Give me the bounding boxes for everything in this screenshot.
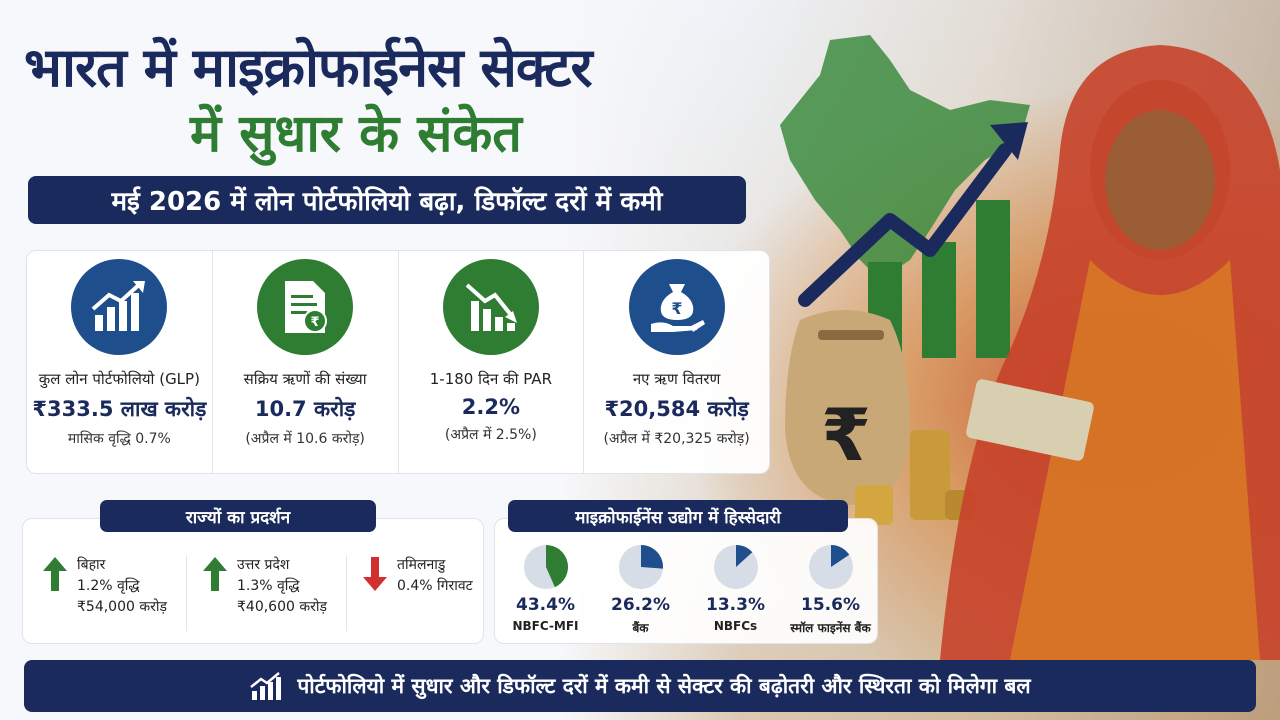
share-item: 43.4% NBFC-MFI [498,543,593,636]
share-pie [618,545,663,589]
state-amount: ₹54,000 करोड़ [77,599,167,615]
woman-with-cash-image [940,45,1280,660]
rupee-sack-icon: ₹ [785,310,910,505]
growth-bars-icon [868,200,1010,358]
state-item-bihar: बिहार 1.2% वृद्धि ₹54,000 करोड़ [37,555,187,631]
share-pie [523,545,568,589]
share-name: बैंक [632,621,649,635]
state-row: बिहार 1.2% वृद्धि ₹54,000 करोड़ उत्तर प्… [37,555,517,631]
growth-chart-icon [71,259,168,355]
kpi-panel: कुल लोन पोर्टफोलियो (GLP) ₹333.5 लाख करो… [26,250,770,474]
kpi-card-active-loans: ₹ सक्रिय ऋणों की संख्या 10.7 करोड़ (अप्र… [213,251,399,473]
states-panel: बिहार 1.2% वृद्धि ₹54,000 करोड़ उत्तर प्… [22,518,484,644]
svg-text:₹: ₹ [311,315,320,330]
svg-text:₹: ₹ [671,299,682,318]
state-change: 1.2% वृद्धि [77,578,140,594]
state-change: 1.3% वृद्धि [237,578,300,594]
kpi-card-disbursement: ₹ नए ऋण वितरण ₹20,584 करोड़ (अप्रैल में … [584,251,769,473]
state-amount: ₹40,600 करोड़ [237,599,327,615]
share-pie [713,545,758,589]
pie-slice [545,545,568,588]
kpi-value: 2.2% [461,395,520,419]
kpi-sub: (अप्रैल में ₹20,325 करोड़) [603,431,750,447]
page-title-line-1: भारत में माइक्रोफाईनेस सेक्टर [24,36,593,99]
share-percent: 15.6% [801,595,860,615]
share-row: 43.4% NBFC-MFI 26.2% बैंक 13.3% NBFCs 15… [498,543,878,636]
state-change: 0.4% गिरावट [397,578,473,594]
india-map-icon [780,35,1030,280]
declining-chart-icon [442,259,539,355]
kpi-label: नए ऋण वितरण [632,370,721,388]
share-pie [808,545,853,589]
pie-slice [735,545,752,567]
kpi-value: 10.7 करोड़ [254,397,356,421]
state-name: उत्तर प्रदेश [237,557,290,573]
growth-chart-icon [250,672,282,700]
kpi-sub: मासिक वृद्धि 0.7% [67,431,171,447]
kpi-value: ₹333.5 लाख करोड़ [32,397,207,421]
state-item-tamil-nadu: तमिलनाडु 0.4% गिरावट [357,555,507,631]
kpi-label: सक्रिय ऋणों की संख्या [243,370,367,388]
state-item-uttar-pradesh: उत्तर प्रदेश 1.3% वृद्धि ₹40,600 करोड़ [197,555,347,631]
kpi-value: ₹20,584 करोड़ [604,397,749,421]
footer-banner: पोर्टफोलियो में सुधार और डिफॉल्ट दरों मे… [24,660,1256,712]
state-name: बिहार [77,557,106,573]
pie-slice [640,545,663,569]
hero-illustration: ₹ [780,35,1280,660]
share-heading: माइक्रोफाईनेंस उद्योग में हिस्सेदारी [508,500,848,532]
kpi-card-par: 1-180 दिन की PAR 2.2% (अप्रैल में 2.5%) [399,251,585,473]
kpi-label: 1-180 दिन की PAR [429,370,552,388]
upward-arrow-icon [798,143,1012,307]
down-arrow-icon [363,557,387,591]
kpi-label: कुल लोन पोर्टफोलियो (GLP) [38,370,200,388]
page-title-line-2: में सुधार के संकेत [190,104,522,164]
money-bag-hand-icon: ₹ [628,259,725,355]
share-item: 15.6% स्मॉल फाइनेंस बैंक [783,543,878,636]
share-percent: 43.4% [516,595,575,615]
up-arrow-icon [203,557,227,591]
kpi-card-glp: कुल लोन पोर्टफोलियो (GLP) ₹333.5 लाख करो… [27,251,213,473]
footer-text: पोर्टफोलियो में सुधार और डिफॉल्ट दरों मे… [297,674,1031,698]
subtitle-banner: मई 2026 में लोन पोर्टफोलियो बढ़ा, डिफॉल्… [28,176,746,224]
pie-slice [830,545,849,567]
share-percent: 13.3% [706,595,765,615]
share-name: NBFCs [713,619,758,633]
kpi-sub: (अप्रैल में 2.5%) [444,427,537,443]
share-percent: 26.2% [611,595,670,615]
up-arrow-icon [43,557,67,591]
kpi-sub: (अप्रैल में 10.6 करोड़) [245,431,365,447]
loan-document-icon: ₹ [257,259,354,355]
share-name: स्मॉल फाइनेंस बैंक [790,621,871,635]
share-item: 13.3% NBFCs [688,543,783,636]
share-name: NBFC-MFI [512,619,579,633]
share-item: 26.2% बैंक [593,543,688,636]
state-name: तमिलनाडु [397,557,446,573]
svg-text:₹: ₹ [821,393,871,477]
states-heading: राज्यों का प्रदर्शन [100,500,376,532]
